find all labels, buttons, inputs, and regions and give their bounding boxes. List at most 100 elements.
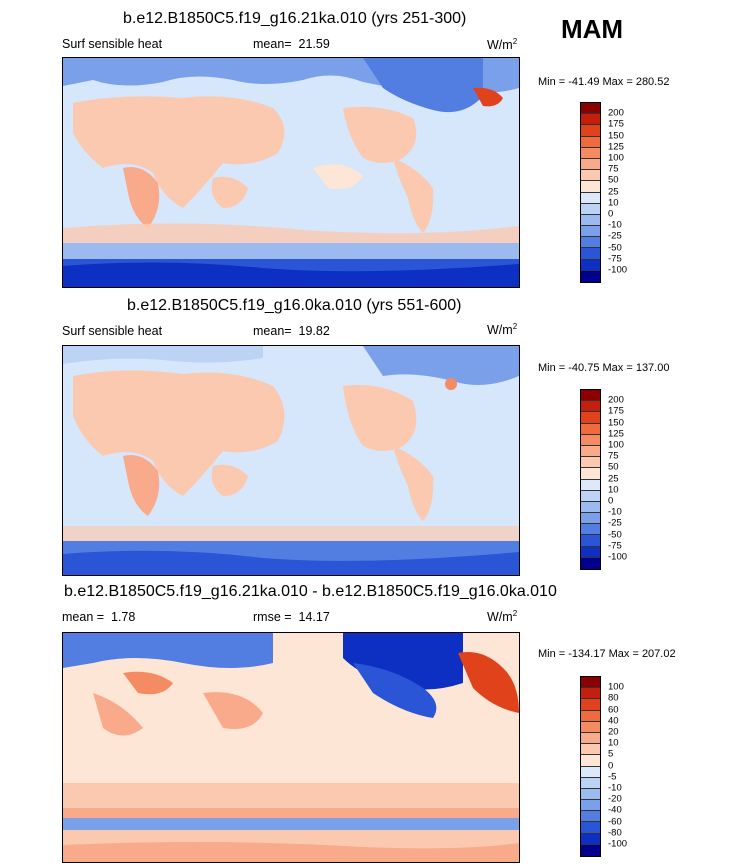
- colorbar-label: 50: [608, 461, 619, 473]
- panel3-colorbar-labels: 100 80 60 40 20 10 5 0 -5 -10 -20 -40 -60 -80 -100: [608, 676, 648, 855]
- colorbar-cell: [581, 732, 600, 745]
- colorbar-cell: [581, 445, 600, 458]
- colorbar-cell: [581, 270, 600, 282]
- panel1-title: b.e12.B1850C5.f19_g16.21ka.010 (yrs 251-…: [123, 10, 467, 27]
- colorbar-cell: [581, 226, 600, 238]
- colorbar-label: 10: [608, 737, 619, 749]
- panel3-rmse: rmse = 14.17: [253, 610, 330, 624]
- colorbar-cell: [581, 524, 600, 536]
- colorbar-cell: [581, 501, 600, 514]
- colorbar-cell: [581, 125, 600, 137]
- colorbar-cell: [581, 423, 600, 435]
- colorbar-label: 150: [608, 417, 624, 429]
- colorbar-cell: [581, 147, 600, 159]
- colorbar-label: 10: [608, 484, 619, 496]
- colorbar-cell: [581, 677, 600, 689]
- colorbar-cell: [581, 777, 600, 789]
- colorbar-cell: [581, 710, 600, 722]
- colorbar-label: -20: [608, 793, 622, 805]
- colorbar-label: 25: [608, 473, 619, 485]
- colorbar-label: -60: [608, 816, 622, 828]
- panel3-mean: mean = 1.78: [62, 610, 135, 624]
- colorbar-label: -50: [608, 529, 622, 541]
- colorbar-label: 5: [608, 748, 614, 760]
- colorbar-cell: [581, 844, 600, 856]
- colorbar-label: 60: [608, 704, 619, 716]
- colorbar-cell: [581, 479, 600, 491]
- colorbar-cell: [581, 158, 600, 171]
- panel1-map: [62, 57, 520, 288]
- colorbar-label: -10: [608, 506, 622, 518]
- colorbar-cell: [581, 237, 600, 249]
- colorbar-cell: [581, 766, 600, 778]
- panel1-colorbar: [580, 102, 601, 283]
- colorbar-cell: [581, 699, 600, 711]
- colorbar-cell: [581, 688, 600, 700]
- colorbar-cell: [581, 535, 600, 547]
- panel3-rmse-value: 14.17: [298, 610, 330, 624]
- season-label: MAM: [561, 14, 624, 44]
- colorbar-cell: [581, 490, 600, 502]
- colorbar-label: -100: [608, 551, 628, 563]
- colorbar-cell: [581, 755, 600, 767]
- colorbar-label: 200: [608, 107, 624, 119]
- colorbar-cell: [581, 744, 600, 756]
- colorbar-label: 100: [608, 152, 624, 164]
- colorbar-label: -25: [608, 230, 622, 242]
- colorbar-cell: [581, 181, 600, 193]
- colorbar-cell: [581, 170, 600, 182]
- colorbar-label: 125: [608, 141, 624, 153]
- colorbar-label: 25: [608, 186, 619, 198]
- colorbar-label: -75: [608, 540, 622, 552]
- colorbar-label: 0: [608, 495, 614, 507]
- colorbar-label: -50: [608, 242, 622, 254]
- colorbar-cell: [581, 457, 600, 469]
- colorbar-label: 150: [608, 130, 624, 142]
- colorbar-label: 50: [608, 174, 619, 186]
- colorbar-cell: [581, 203, 600, 215]
- colorbar-cell: [581, 468, 600, 480]
- colorbar-cell: [581, 546, 600, 558]
- colorbar-cell: [581, 401, 600, 413]
- colorbar-label: -10: [608, 782, 622, 794]
- colorbar-cell: [581, 434, 600, 446]
- panel2-colorbar: [580, 389, 601, 570]
- panel1-mean: mean= 21.59: [253, 37, 330, 51]
- panel3-minmax: Min = -134.17 Max = 207.02: [538, 648, 676, 660]
- panel3-mean-value: 1.78: [111, 610, 136, 624]
- panel1-colorbar-labels: 200 175 150 125 100 75 50 25 10 0 -10 -25 -50 -75 -100: [608, 102, 648, 281]
- panel2-colorbar-labels: 200 175 150 125 100 75 50 25 10 0 -10 -25 -50 -75 -100: [608, 389, 648, 568]
- colorbar-label: -40: [608, 804, 622, 816]
- panel2-mean-label: mean=: [253, 324, 292, 338]
- colorbar-label: 75: [608, 450, 619, 462]
- panel3-title: b.e12.B1850C5.f19_g16.21ka.010 - b.e12.B…: [64, 583, 557, 600]
- colorbar-label: 100: [608, 439, 624, 451]
- colorbar-cell: [581, 248, 600, 260]
- colorbar-cell: [581, 513, 600, 525]
- panel3-mean-label: mean =: [62, 610, 105, 624]
- colorbar-label: 100: [608, 681, 624, 693]
- panel2-minmax: Min = -40.75 Max = 137.00: [538, 362, 670, 374]
- colorbar-label: -5: [608, 771, 617, 783]
- colorbar-cell: [581, 788, 600, 801]
- panel1-mean-label: mean=: [253, 37, 292, 51]
- colorbar-cell: [581, 800, 600, 812]
- colorbar-label: 200: [608, 394, 624, 406]
- colorbar-label: 10: [608, 197, 619, 209]
- colorbar-cell: [581, 557, 600, 569]
- panel2-variable: Surf sensible heat: [62, 324, 163, 338]
- colorbar-label: -100: [608, 838, 628, 850]
- colorbar-cell: [581, 833, 600, 845]
- panel3-units: W/m2: [487, 609, 518, 625]
- panel3-map: [62, 632, 520, 863]
- colorbar-cell: [581, 721, 600, 733]
- panel1-minmax: Min = -41.49 Max = 280.52: [538, 76, 670, 88]
- panel1-mean-value: 21.59: [298, 37, 330, 51]
- panel3-colorbar: [580, 676, 601, 857]
- panel2-units: W/m2: [487, 322, 518, 338]
- colorbar-label: 40: [608, 715, 619, 727]
- panel1-variable: Surf sensible heat: [62, 37, 163, 51]
- panel2-title: b.e12.B1850C5.f19_g16.0ka.010 (yrs 551-6…: [127, 297, 462, 314]
- colorbar-label: -100: [608, 264, 628, 276]
- colorbar-label: -80: [608, 827, 622, 839]
